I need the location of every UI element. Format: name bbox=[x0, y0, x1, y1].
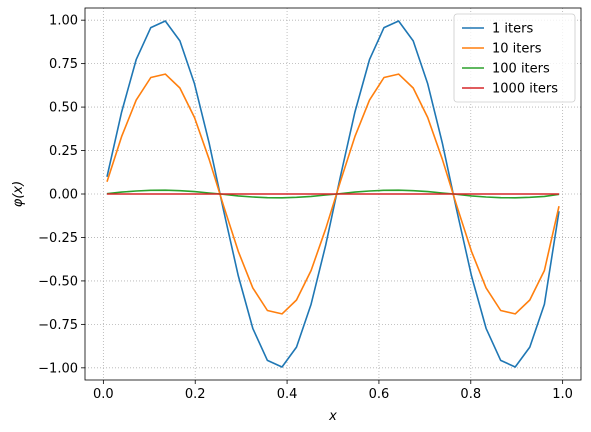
data-series bbox=[106, 20, 560, 368]
x-tick-label: 0.8 bbox=[460, 387, 481, 402]
legend-label: 100 iters bbox=[492, 62, 550, 77]
legend-label: 1000 iters bbox=[492, 82, 558, 97]
series-line-10-iters bbox=[106, 73, 560, 315]
x-tick-label: 0.2 bbox=[185, 387, 206, 402]
y-axis-label: φ(x) bbox=[11, 181, 26, 207]
x-axis-label: x bbox=[328, 409, 337, 424]
series-line-1-iters bbox=[106, 20, 560, 368]
y-tick-label: −0.75 bbox=[38, 318, 78, 333]
y-tick-label: 0.00 bbox=[49, 188, 78, 203]
y-tick-label: 0.50 bbox=[49, 101, 78, 116]
legend: 1 iters 10 iters 100 iters 1000 iters bbox=[453, 13, 576, 103]
y-tick-label: 0.25 bbox=[49, 144, 78, 159]
legend-label: 1 iters bbox=[492, 22, 533, 37]
legend-box bbox=[453, 13, 576, 103]
y-tick-label: −0.25 bbox=[38, 231, 78, 246]
x-tick-label: 0.6 bbox=[369, 387, 390, 402]
y-tick-label: −1.00 bbox=[38, 361, 78, 376]
x-tick-label: 0.0 bbox=[93, 387, 114, 402]
y-tick-label: 1.00 bbox=[49, 14, 78, 29]
x-tick-label: 1.0 bbox=[552, 387, 573, 402]
x-tick-label: 0.4 bbox=[277, 387, 298, 402]
legend-label: 10 iters bbox=[492, 42, 542, 57]
y-tick-label: 0.75 bbox=[49, 57, 78, 72]
y-tick-label: −0.50 bbox=[38, 274, 78, 289]
axis-ticks: 0.0 0.2 0.4 0.6 0.8 1.0 1.00 0.75 0.50 0.25 0.00 −0… bbox=[38, 14, 573, 402]
